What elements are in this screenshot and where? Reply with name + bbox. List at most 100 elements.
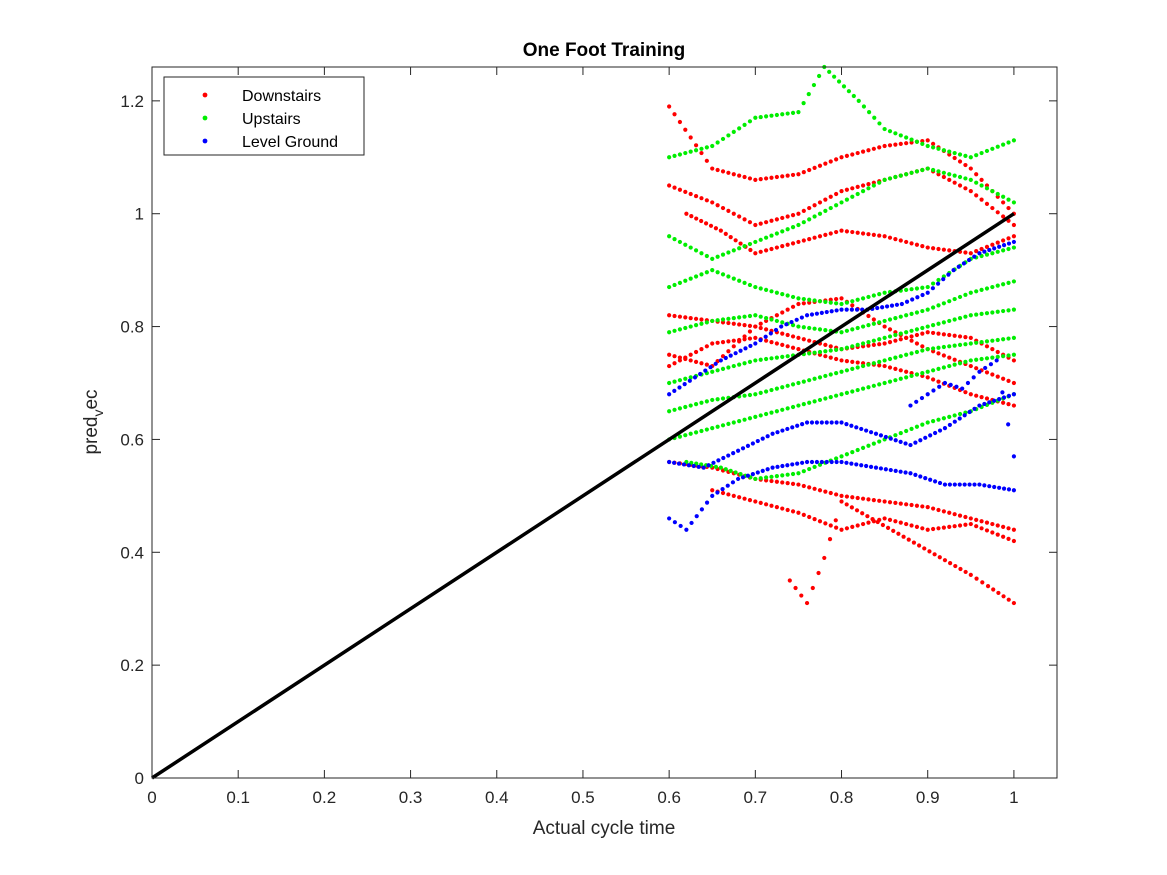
- data-point: [764, 389, 769, 394]
- data-point: [733, 470, 738, 475]
- data-point: [859, 463, 864, 468]
- data-point: [893, 519, 898, 524]
- data-point: [860, 183, 866, 188]
- data-point: [807, 297, 812, 302]
- data-point: [1011, 538, 1017, 544]
- data-point: [753, 324, 758, 329]
- data-point: [828, 205, 833, 211]
- data-point: [871, 338, 876, 343]
- data-point: [904, 299, 910, 304]
- data-point: [984, 344, 990, 349]
- data-point: [957, 159, 963, 164]
- data-point: [936, 351, 941, 356]
- data-point: [1006, 246, 1011, 252]
- data-point: [687, 378, 692, 383]
- data-point: [887, 517, 893, 522]
- data-point: [866, 186, 871, 191]
- data-point: [728, 234, 733, 240]
- data-point: [961, 261, 967, 266]
- data-point: [715, 270, 720, 275]
- data-point: [688, 375, 693, 380]
- data-point: [790, 345, 796, 350]
- data-point: [672, 282, 677, 288]
- data-point: [904, 172, 909, 177]
- data-point: [844, 452, 850, 457]
- data-point: [693, 323, 699, 328]
- data-point: [804, 459, 810, 465]
- data-point: [866, 385, 871, 390]
- data-point: [819, 459, 824, 465]
- data-point: [1006, 402, 1011, 407]
- data-point: [968, 251, 973, 256]
- data-point: [747, 241, 753, 247]
- data-point: [747, 176, 753, 181]
- data-point: [893, 355, 898, 360]
- data-point: [968, 392, 973, 397]
- data-point: [667, 380, 672, 386]
- data-point: [672, 153, 677, 158]
- data-point: [963, 342, 968, 347]
- data-point: [731, 493, 736, 498]
- data-point: [688, 431, 693, 436]
- data-point: [829, 459, 834, 465]
- data-point: [828, 523, 833, 528]
- data-point: [941, 301, 946, 306]
- data-point: [758, 177, 763, 182]
- data-point: [704, 145, 709, 150]
- data-point: [850, 389, 855, 394]
- data-point: [740, 475, 746, 480]
- data-point: [947, 363, 952, 369]
- data-point: [671, 460, 677, 465]
- x-tick-label: 0.2: [313, 788, 337, 807]
- data-point: [814, 420, 819, 425]
- data-point: [742, 393, 747, 398]
- data-point: [887, 379, 893, 384]
- data-point: [726, 316, 731, 321]
- data-point: [758, 413, 763, 418]
- data-point: [758, 338, 763, 343]
- data-point: [865, 514, 870, 519]
- data-point: [893, 378, 898, 383]
- data-point: [901, 534, 906, 539]
- y-axis-label-tail: ec: [81, 389, 102, 409]
- data-point: [937, 428, 943, 433]
- data-point: [829, 420, 834, 425]
- data-point: [774, 217, 779, 222]
- data-point: [920, 141, 925, 146]
- data-point: [882, 516, 887, 521]
- data-point: [850, 450, 855, 455]
- data-point: [850, 344, 855, 349]
- data-point: [742, 361, 747, 366]
- y-axis-label-sub: v: [90, 410, 106, 417]
- data-point: [753, 476, 758, 482]
- data-point: [877, 342, 882, 347]
- data-point: [834, 456, 839, 461]
- data-point: [968, 290, 973, 295]
- data-point: [764, 338, 769, 343]
- data-point: [780, 428, 785, 433]
- data-point: [947, 299, 952, 304]
- data-point: [774, 112, 779, 118]
- data-point: [747, 313, 753, 319]
- data-point: [877, 145, 882, 150]
- data-point: [691, 463, 696, 469]
- data-point: [737, 173, 742, 178]
- data-point: [828, 395, 833, 400]
- data-point: [710, 166, 715, 171]
- data-point: [909, 523, 914, 528]
- data-point: [920, 285, 925, 290]
- data-point: [931, 377, 936, 382]
- data-point: [870, 517, 875, 522]
- data-point: [839, 499, 844, 504]
- data-point: [844, 328, 850, 333]
- data-point: [785, 354, 790, 359]
- data-point: [882, 341, 887, 346]
- data-point: [957, 416, 962, 421]
- data-point: [682, 382, 687, 387]
- data-point: [898, 314, 903, 319]
- data-point: [706, 463, 711, 468]
- data-point: [839, 228, 844, 233]
- data-point: [911, 540, 917, 545]
- x-tick-label: 0.9: [916, 788, 940, 807]
